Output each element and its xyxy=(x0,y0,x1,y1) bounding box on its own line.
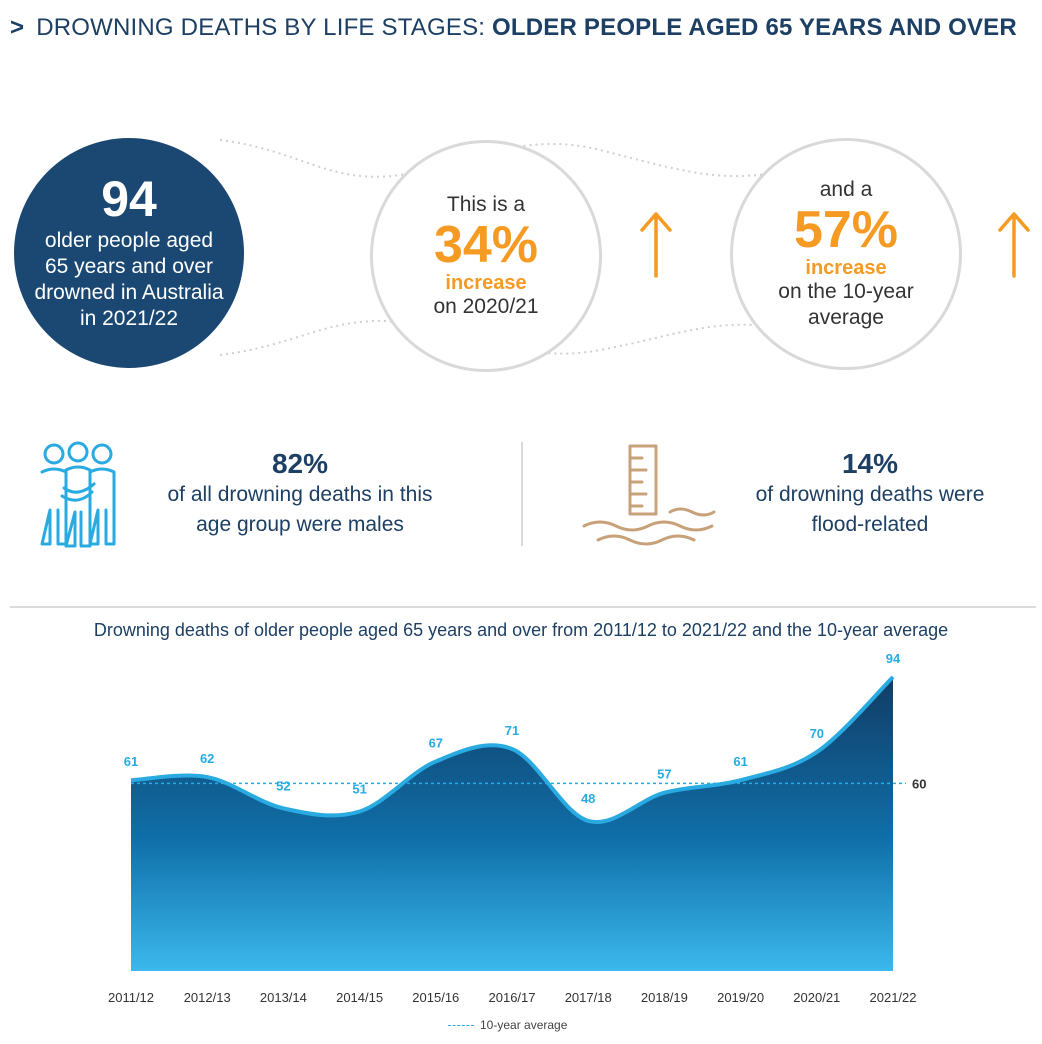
x-tick-label: 2019/20 xyxy=(717,990,764,1005)
headline-line-2: 65 years and over xyxy=(44,255,214,278)
chart-legend: 10-year average xyxy=(448,1018,567,1032)
data-label: 61 xyxy=(733,754,747,769)
header-emphasis: OLDER PEOPLE AGED 65 YEARS AND OVER xyxy=(492,14,1017,41)
flood-gauge-icon xyxy=(582,444,716,546)
data-label: 94 xyxy=(886,651,901,666)
legend-dash-swatch xyxy=(448,1025,474,1027)
chevron-icon: > xyxy=(10,14,25,41)
data-label: 70 xyxy=(810,726,824,741)
stats-divider xyxy=(521,442,523,546)
data-label: 61 xyxy=(124,754,138,769)
data-label: 62 xyxy=(200,751,214,766)
increase-avg-word: increase xyxy=(805,257,887,279)
increase-avg-circle: and a 57% increase on the 10-year averag… xyxy=(730,138,962,370)
increase-avg-intro: and a xyxy=(819,178,873,201)
headline-line-3: drowned in Australia xyxy=(34,281,224,304)
headline-circle: 94 older people aged 65 years and over d… xyxy=(14,138,244,368)
area-chart: 60 61 62 52 51 67 71 48 57 61 70 94 2011/12 2012/13 20… xyxy=(108,651,926,1005)
flood-percent: 14% xyxy=(841,448,899,479)
average-label: 60 xyxy=(912,776,926,791)
males-line-2: age group were males xyxy=(196,513,404,536)
x-tick-label: 2012/13 xyxy=(184,990,231,1005)
data-label: 48 xyxy=(581,791,595,806)
increase-avg-tail-2: average xyxy=(808,306,884,329)
header-prefix: DROWNING DEATHS BY LIFE STAGES: xyxy=(36,14,493,41)
x-tick-label: 2014/15 xyxy=(336,990,383,1005)
headline-line-4: in 2021/22 xyxy=(79,307,179,330)
group-of-people-icon xyxy=(40,441,116,548)
series-line xyxy=(130,675,895,825)
x-tick-label: 2011/12 xyxy=(108,990,154,1005)
increase-prev-intro: This is a xyxy=(446,193,526,216)
data-label: 67 xyxy=(429,735,443,750)
flood-stat: 14% of drowning deaths were flood-relate… xyxy=(720,448,1020,540)
increase-prev-circle: This is a 34% increase on 2020/21 xyxy=(370,140,602,372)
data-label: 57 xyxy=(657,767,671,782)
increase-prev-tail: on 2020/21 xyxy=(433,295,539,318)
x-tick-label: 2015/16 xyxy=(412,990,459,1005)
x-tick-label: 2013/14 xyxy=(260,990,307,1005)
up-arrow-icon xyxy=(998,212,1030,278)
area-fill xyxy=(131,677,893,971)
x-tick-label: 2018/19 xyxy=(641,990,688,1005)
x-tick-label: 2017/18 xyxy=(565,990,612,1005)
males-percent: 82% xyxy=(271,448,329,479)
increase-prev-word: increase xyxy=(445,272,527,294)
increase-prev-percent: 34% xyxy=(433,216,539,274)
chart-title: Drowning deaths of older people aged 65 … xyxy=(93,620,949,640)
data-label: 71 xyxy=(505,723,519,738)
males-line-1: of all drowning deaths in this xyxy=(167,483,433,506)
legend-label: 10-year average xyxy=(480,1018,568,1032)
flood-line-1: of drowning deaths were xyxy=(755,483,985,506)
headline-number: 94 xyxy=(101,171,157,227)
x-tick-label: 2021/22 xyxy=(870,990,917,1005)
section-divider xyxy=(10,606,1036,608)
page-header: > DROWNING DEATHS BY LIFE STAGES: OLDER P… xyxy=(10,14,1017,42)
x-tick-label: 2016/17 xyxy=(489,990,536,1005)
x-tick-label: 2020/21 xyxy=(793,990,840,1005)
increase-avg-tail-1: on the 10-year xyxy=(778,280,914,303)
males-stat: 82% of all drowning deaths in this age g… xyxy=(140,448,460,540)
up-arrow-icon xyxy=(640,212,672,278)
data-label: 52 xyxy=(276,778,290,793)
data-label: 51 xyxy=(352,781,366,796)
increase-avg-percent: 57% xyxy=(793,201,899,259)
headline-line-1: older people aged xyxy=(44,229,214,252)
flood-line-2: flood-related xyxy=(811,513,929,536)
